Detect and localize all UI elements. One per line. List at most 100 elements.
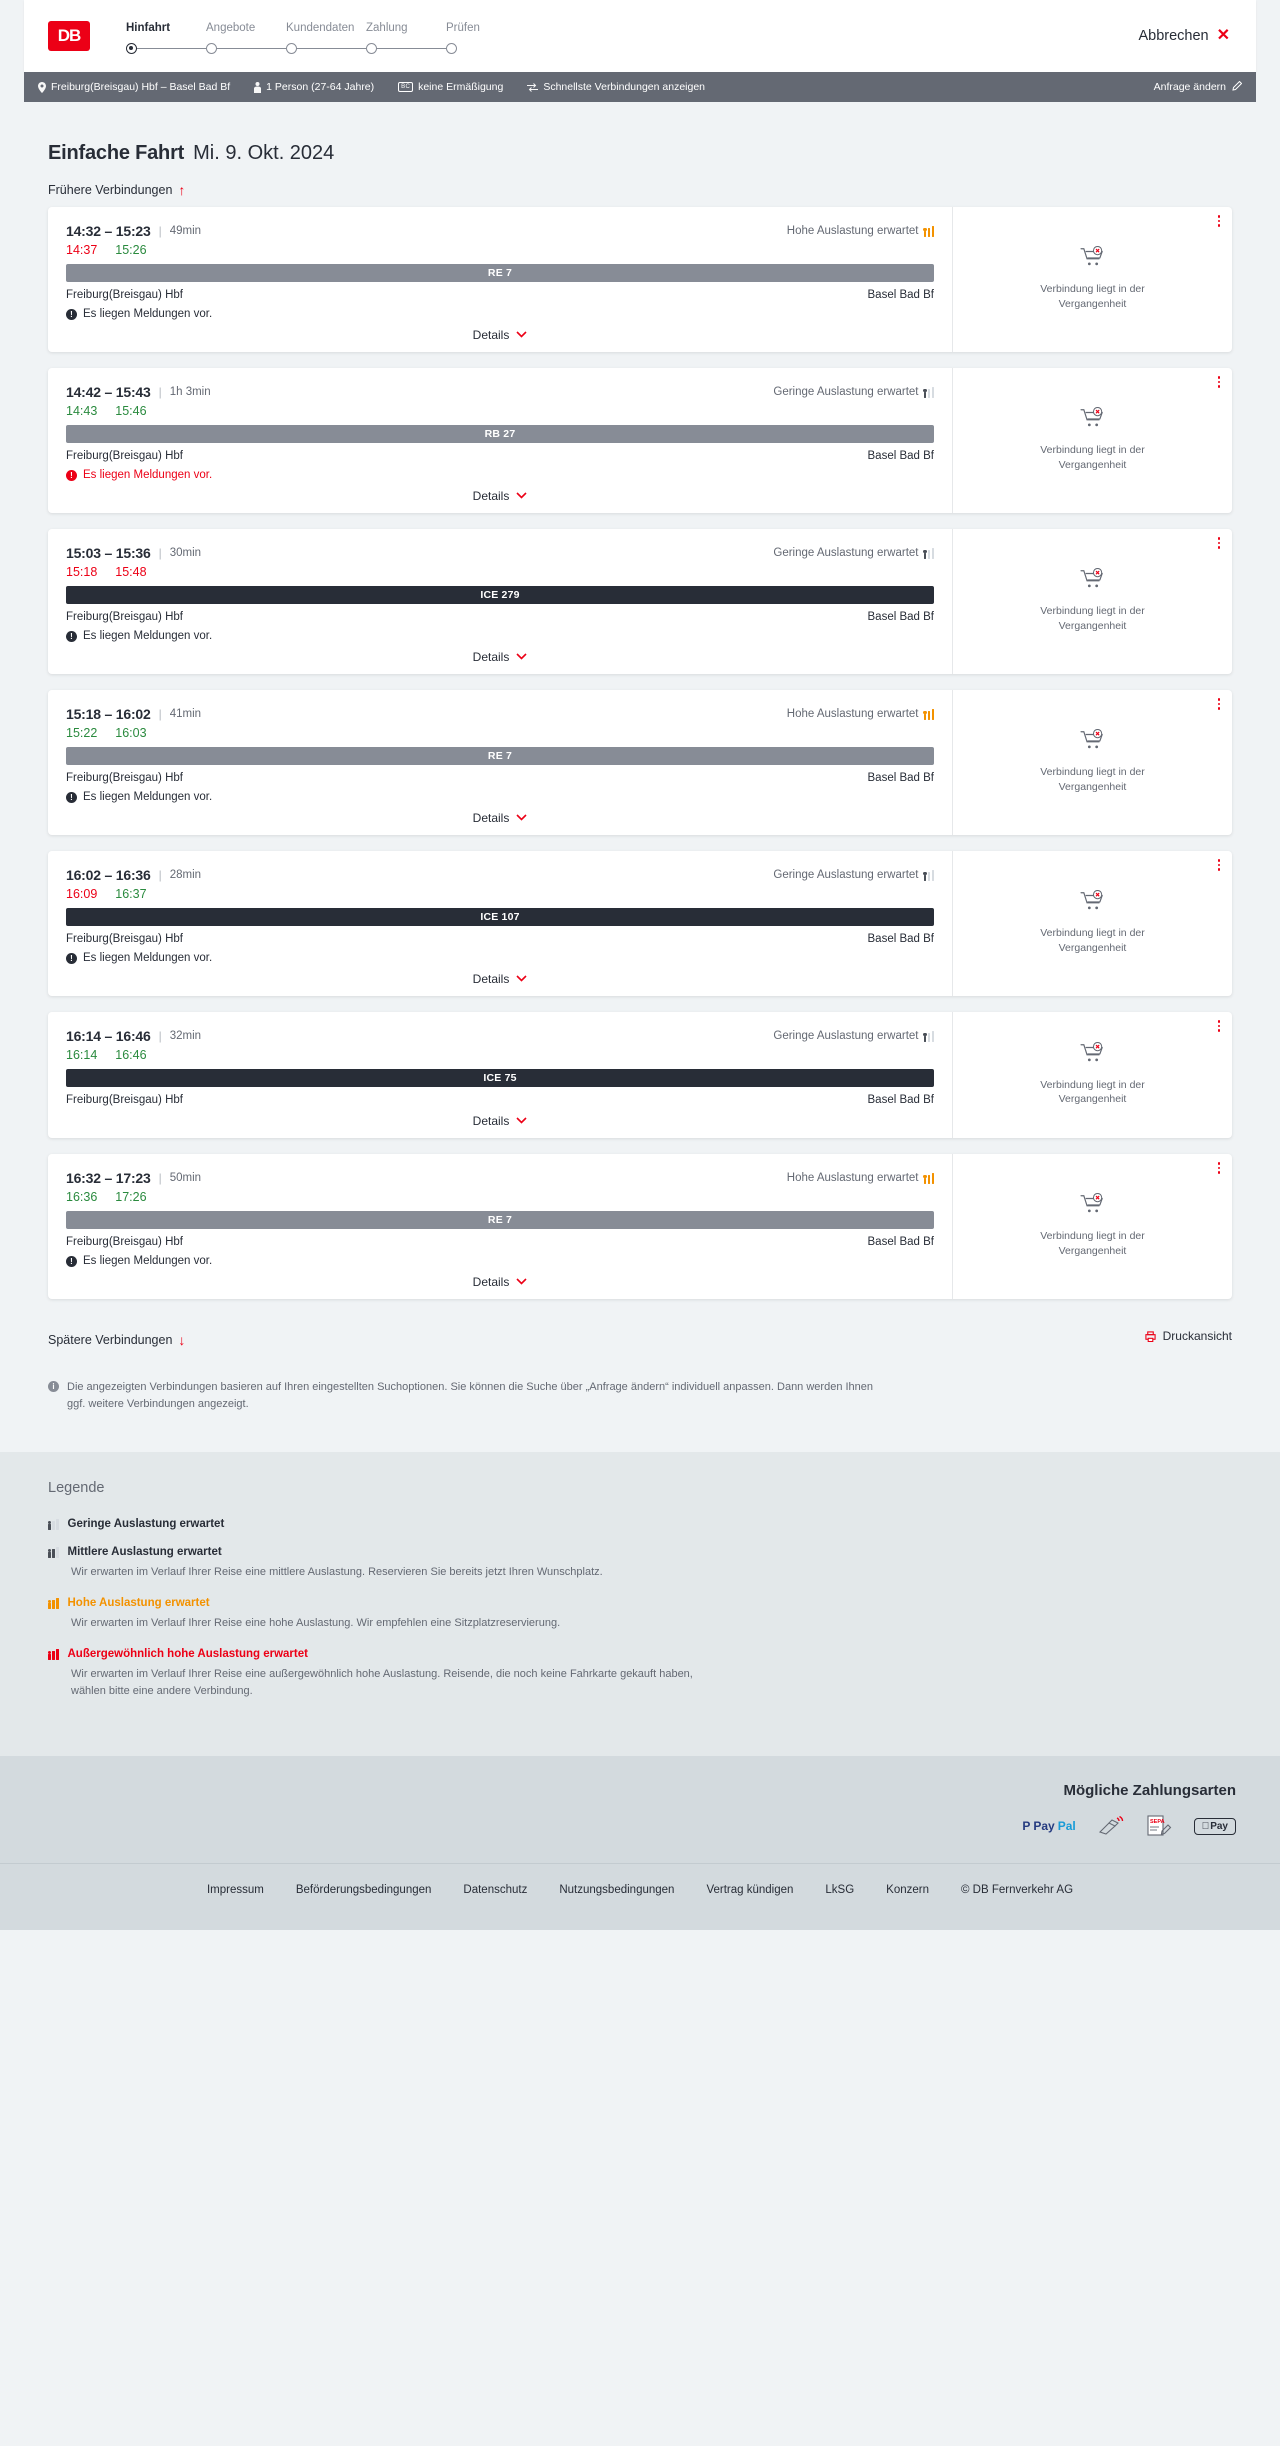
connection-message-text: Es liegen Meldungen vor. (83, 1255, 213, 1267)
cart-unavailable-icon (1079, 568, 1106, 595)
details-button[interactable]: Details (473, 650, 528, 664)
payment-methods-title: Mögliche Zahlungsarten (1063, 1782, 1236, 1800)
more-options-button[interactable] (1217, 1162, 1220, 1174)
details-label: Details (472, 811, 510, 825)
more-options-button[interactable] (1217, 376, 1220, 388)
connection-card[interactable]: 16:32 – 17:23 | 50min Hohe Auslastung erwar… (48, 1154, 1232, 1299)
step-zahlung[interactable]: Zahlung (366, 22, 446, 55)
train-line-bar[interactable]: RE 7 (66, 747, 934, 765)
trip-duration: 30min (169, 547, 202, 559)
live-arrival-time: 15:26 (115, 243, 147, 257)
step-dot-icon (286, 43, 297, 54)
chevron-down-icon (516, 1116, 527, 1127)
earlier-connections-button[interactable]: Frühere Verbindungen ↑ (48, 183, 185, 197)
alert-icon: ! (66, 308, 77, 320)
footer-link[interactable]: LkSG (825, 1884, 855, 1897)
alert-icon: ! (66, 630, 77, 642)
connection-card[interactable]: 14:42 – 15:43 | 1h 3min Geringe Auslastung … (48, 368, 1232, 513)
train-line-label: RE 7 (487, 1214, 513, 1226)
legend-item-head: Mittlere Auslastung erwartet (47, 1546, 1232, 1558)
details-button[interactable]: Details (473, 328, 528, 342)
more-options-button[interactable] (1217, 859, 1220, 871)
train-line-bar[interactable]: RB 27 (66, 425, 934, 443)
footer-link[interactable]: Konzern (886, 1884, 930, 1897)
alert-icon: ! (66, 952, 77, 964)
step-dot-icon (366, 43, 377, 54)
arrow-down-icon: ↓ (178, 1332, 186, 1348)
footer-link[interactable]: Nutzungsbedingungen (559, 1884, 675, 1897)
footer-link[interactable]: Datenschutz (463, 1884, 528, 1897)
search-note: i Die angezeigten Verbindungen basieren … (48, 1379, 878, 1412)
details-label: Details (472, 972, 510, 986)
cancel-button[interactable]: Abbrechen ✕ (1138, 27, 1230, 45)
more-options-button[interactable] (1217, 537, 1220, 549)
connection-card[interactable]: 16:14 – 16:46 | 32min Geringe Auslastung er… (48, 1012, 1232, 1138)
step-angebote[interactable]: Angebote (206, 22, 286, 55)
summary-sorting[interactable]: Schnellste Verbindungen anzeigen (527, 81, 705, 93)
legend-utilization-bars-icon (47, 1546, 59, 1558)
step-dot-row (366, 43, 446, 55)
details-button[interactable]: Details (473, 1275, 528, 1289)
scheduled-times: 15:03 – 15:36 (66, 545, 151, 561)
connection-card[interactable]: 15:03 – 15:36 | 30min Geringe Auslastung er… (48, 529, 1232, 674)
details-button[interactable]: Details (473, 1114, 528, 1128)
train-line-bar[interactable]: RE 7 (66, 264, 934, 282)
summary-route[interactable]: Freiburg(Breisgau) Hbf – Basel Bad Bf (38, 81, 230, 93)
later-connections-button[interactable]: Spätere Verbindungen ↓ (48, 1333, 185, 1347)
person-icon (254, 81, 262, 93)
live-times-row: 15:22 16:03 (66, 726, 934, 740)
summary-passengers[interactable]: 1 Person (27-64 Jahre) (254, 81, 374, 93)
details-label: Details (472, 328, 510, 342)
details-button[interactable]: Details (473, 811, 528, 825)
step-dot-row (206, 43, 286, 55)
footer-link[interactable]: Beförderungsbedingungen (295, 1884, 432, 1897)
utilization-bars-icon (923, 708, 934, 720)
footer-link[interactable]: Vertrag kündigen (706, 1884, 794, 1897)
summary-discount[interactable]: BC keine Ermäßigung (398, 81, 503, 93)
footer-links: Impressum Beförderungsbedingungen Datensch… (0, 1863, 1280, 1931)
apple-pay-label: Pay (1210, 1820, 1228, 1832)
step-hinfahrt[interactable]: Hinfahrt (126, 22, 206, 55)
connection-card[interactable]: 15:18 – 16:02 | 41min Hohe Auslastung erwar… (48, 690, 1232, 835)
close-icon[interactable]: ✕ (1216, 27, 1230, 44)
pencil-icon[interactable] (1232, 80, 1243, 94)
utilization-indicator: Geringe Auslastung erwartet (773, 386, 934, 398)
connection-past-text: Verbindung liegt in der Vergangenheit (1040, 1078, 1145, 1105)
more-options-button[interactable] (1217, 215, 1220, 227)
details-button[interactable]: Details (473, 972, 528, 986)
train-line-bar[interactable]: ICE 279 (66, 586, 934, 604)
info-icon: i (48, 1381, 59, 1392)
print-view-label: Druckansicht (1162, 1329, 1232, 1343)
more-options-button[interactable] (1217, 698, 1220, 710)
utilization-bars-icon (923, 547, 934, 559)
connection-card[interactable]: 16:02 – 16:36 | 28min Geringe Auslastung er… (48, 851, 1232, 996)
connection-list: 14:32 – 15:23 | 49min Hohe Auslastung erwar… (24, 207, 1256, 1299)
print-view-button[interactable]: Druckansicht (1145, 1329, 1232, 1343)
step-prüfen[interactable]: Prüfen (446, 22, 526, 55)
legend-title: Legende (48, 1480, 105, 1496)
connection-card[interactable]: 14:32 – 15:23 | 49min Hohe Auslastung erwar… (48, 207, 1232, 352)
paypal-icon: P Pay Pal (1022, 1815, 1075, 1837)
more-options-button[interactable] (1217, 1020, 1220, 1032)
train-line-bar[interactable]: ICE 107 (66, 908, 934, 926)
details-button[interactable]: Details (473, 489, 528, 503)
footer-link[interactable]: Impressum (206, 1884, 264, 1897)
search-note-text: Die angezeigten Verbindungen basieren au… (67, 1381, 874, 1410)
connection-details: 16:14 – 16:46 | 32min Geringe Auslastung er… (48, 1012, 953, 1138)
time-separator: | (158, 1171, 162, 1185)
live-arrival-time: 16:03 (115, 726, 147, 740)
time-separator: | (158, 1029, 162, 1043)
train-line-bar[interactable]: ICE 75 (66, 1069, 934, 1087)
legend-item-label: Geringe Auslastung erwartet (67, 1518, 225, 1530)
connection-offer-panel: Verbindung liegt in der Vergangenheit (953, 690, 1232, 835)
station-to: Basel Bad Bf (867, 1094, 934, 1106)
train-line-bar[interactable]: RE 7 (66, 1211, 934, 1229)
step-kundendaten[interactable]: Kundendaten (286, 22, 366, 55)
chevron-down-icon (516, 813, 527, 824)
connection-details: 16:32 – 17:23 | 50min Hohe Auslastung erwar… (48, 1154, 953, 1299)
live-arrival-time: 16:37 (115, 887, 147, 901)
edit-search-button[interactable]: Anfrage ändern (1154, 80, 1243, 94)
connection-past-text: Verbindung liegt in der Vergangenheit (1040, 766, 1145, 793)
stations-row: Freiburg(Breisgau) Hbf Basel Bad Bf (66, 933, 934, 945)
connection-offer-panel: Verbindung liegt in der Vergangenheit (953, 368, 1232, 513)
